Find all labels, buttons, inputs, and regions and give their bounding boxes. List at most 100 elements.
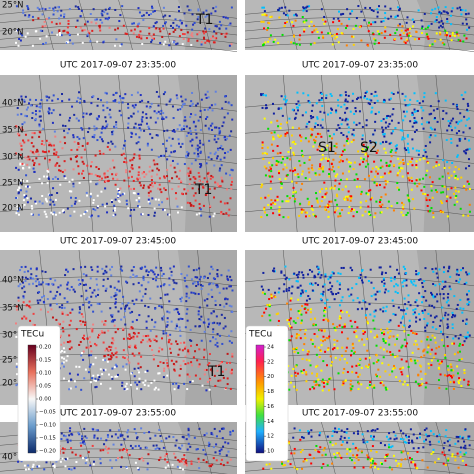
tec-point <box>214 25 217 28</box>
tec-point <box>159 361 162 364</box>
tec-point <box>152 444 155 447</box>
tec-point <box>160 269 163 272</box>
tec-point <box>395 337 398 340</box>
tec-point <box>194 113 197 116</box>
tec-point <box>220 274 223 277</box>
tec-point <box>66 341 69 344</box>
tec-point <box>423 96 426 99</box>
tec-point <box>436 276 439 279</box>
tec-point <box>76 148 79 151</box>
tec-point <box>336 280 339 283</box>
tec-point <box>333 33 336 36</box>
tec-point <box>300 370 303 373</box>
tec-point <box>114 375 117 378</box>
tec-point <box>323 111 326 114</box>
tec-point <box>198 467 201 470</box>
tec-point <box>132 191 135 194</box>
tec-point <box>56 10 59 13</box>
tec-point <box>337 272 340 275</box>
tec-point <box>374 175 377 178</box>
tec-point <box>464 91 467 94</box>
tec-point <box>103 180 106 183</box>
tec-point <box>394 343 397 346</box>
tec-point <box>415 273 418 276</box>
tec-point <box>24 156 27 159</box>
tec-point <box>432 216 435 219</box>
tec-point <box>138 166 141 169</box>
tec-point <box>26 32 29 35</box>
tec-point <box>456 7 459 10</box>
tec-point <box>190 132 193 135</box>
tec-point <box>450 376 453 379</box>
tec-point <box>328 306 331 309</box>
tec-point <box>64 142 67 145</box>
tec-point <box>96 429 99 432</box>
tec-point <box>318 434 321 437</box>
tec-point <box>432 283 435 286</box>
tec-point <box>139 100 142 103</box>
tec-point <box>81 336 84 339</box>
tec-point <box>216 273 219 276</box>
tec-point <box>115 293 118 296</box>
tec-point <box>422 350 425 353</box>
tec-point <box>306 303 309 306</box>
tec-point <box>131 158 134 161</box>
tec-point <box>413 182 416 185</box>
tec-point <box>205 389 208 392</box>
tec-point <box>456 303 459 306</box>
tec-point <box>404 95 407 98</box>
tec-point <box>393 38 396 41</box>
tec-point <box>390 91 393 94</box>
tec-point <box>15 365 18 368</box>
tec-point <box>82 440 85 443</box>
tec-point <box>441 306 444 309</box>
tec-point <box>147 125 150 128</box>
tec-point <box>187 348 190 351</box>
tec-point <box>382 306 385 309</box>
tec-point <box>338 358 341 361</box>
tec-point <box>408 160 411 163</box>
tec-point <box>60 343 63 346</box>
tec-point <box>219 130 222 133</box>
tec-point <box>357 5 360 8</box>
tec-point <box>45 215 48 218</box>
tec-point <box>194 374 197 377</box>
tec-point <box>343 323 346 326</box>
tec-point <box>453 34 456 37</box>
tec-point <box>212 446 215 449</box>
tec-point <box>38 200 41 203</box>
tec-point <box>113 318 116 321</box>
tec-point <box>156 134 159 137</box>
tec-point <box>384 288 387 291</box>
tec-point <box>443 374 446 377</box>
tec-point <box>154 321 157 324</box>
tec-point <box>459 455 462 458</box>
tec-point <box>128 361 131 364</box>
tec-point <box>333 430 336 433</box>
tec-point <box>397 172 400 175</box>
tec-point <box>462 98 465 101</box>
tec-point <box>333 298 336 301</box>
tec-point <box>355 336 358 339</box>
tec-point <box>289 299 292 302</box>
tec-point <box>415 110 418 113</box>
tec-point <box>109 387 112 390</box>
tec-point <box>114 28 117 31</box>
tec-point <box>379 375 382 378</box>
tec-point <box>140 284 143 287</box>
tec-point <box>374 90 377 93</box>
tec-point <box>339 178 342 181</box>
tec-point <box>84 462 87 465</box>
tec-point <box>108 113 111 116</box>
tec-point <box>105 265 108 268</box>
tec-point <box>435 164 438 167</box>
tec-point <box>421 117 424 120</box>
tec-point <box>346 123 349 126</box>
tec-point <box>286 302 289 305</box>
tec-point <box>302 369 305 372</box>
tec-point <box>210 12 213 15</box>
tec-point <box>396 334 399 337</box>
tec-point <box>165 325 168 328</box>
tec-point <box>20 98 23 101</box>
tec-point <box>360 450 363 453</box>
